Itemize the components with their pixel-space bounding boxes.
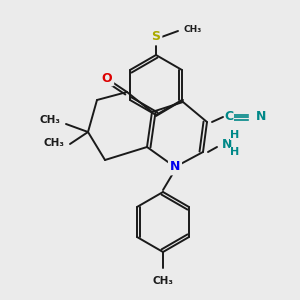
Text: CH₃: CH₃ bbox=[152, 276, 173, 286]
Text: N: N bbox=[222, 137, 232, 151]
Text: S: S bbox=[152, 31, 160, 44]
Text: CH₃: CH₃ bbox=[184, 25, 202, 34]
Text: H: H bbox=[230, 130, 240, 140]
Text: N: N bbox=[170, 160, 180, 173]
Text: CH₃: CH₃ bbox=[43, 138, 64, 148]
Text: CH₃: CH₃ bbox=[39, 115, 60, 125]
Text: H: H bbox=[230, 147, 240, 157]
Text: O: O bbox=[102, 71, 112, 85]
Text: N: N bbox=[256, 110, 266, 124]
Text: C: C bbox=[224, 110, 234, 124]
